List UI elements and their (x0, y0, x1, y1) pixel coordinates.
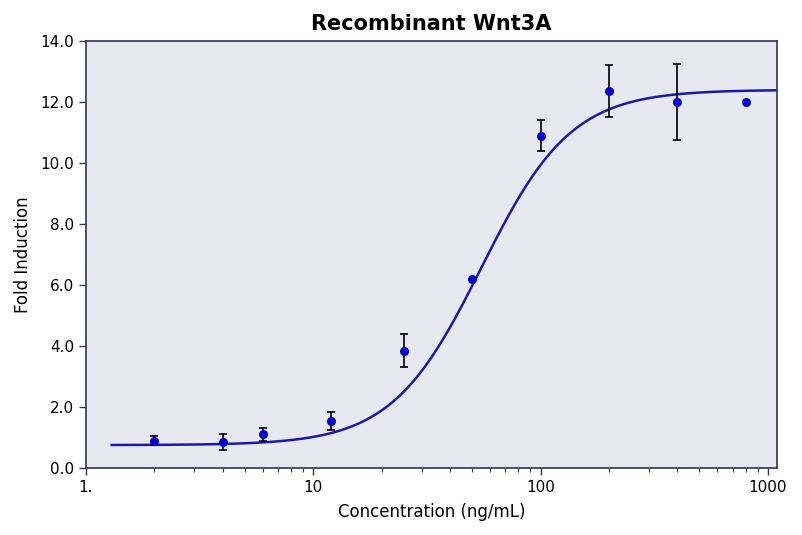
Title: Recombinant Wnt3A: Recombinant Wnt3A (311, 14, 552, 34)
Y-axis label: Fold Induction: Fold Induction (14, 196, 32, 313)
X-axis label: Concentration (ng/mL): Concentration (ng/mL) (338, 503, 525, 521)
